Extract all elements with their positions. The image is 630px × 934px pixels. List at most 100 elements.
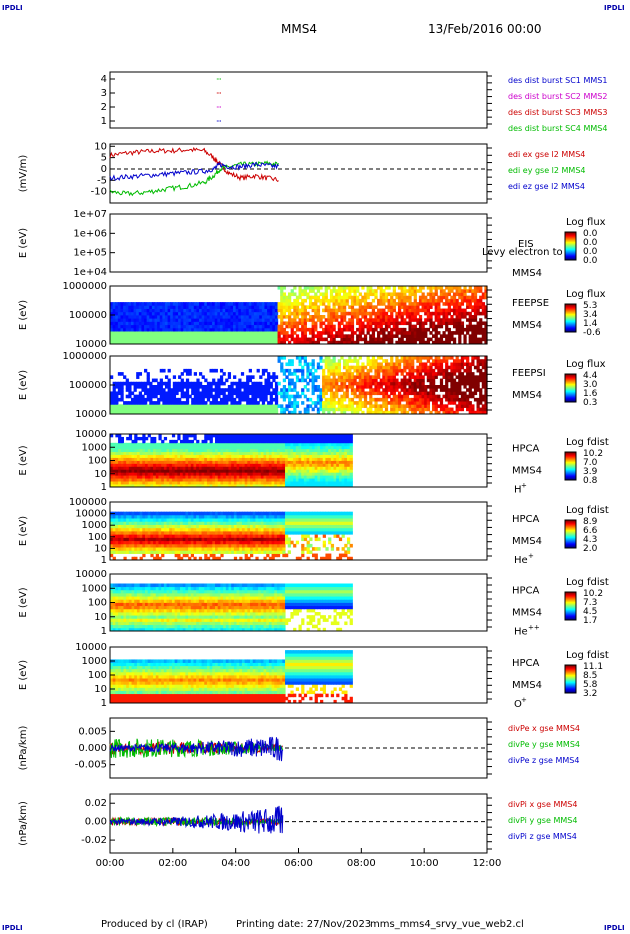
feepsi-cell — [212, 368, 216, 373]
feepse-cell — [191, 308, 195, 313]
hpca_h-cell — [228, 436, 232, 441]
feepsi-cell — [290, 359, 294, 363]
feepse-cell — [201, 337, 205, 342]
feepse-cell — [447, 302, 451, 306]
hpca_h-cell — [206, 457, 211, 461]
feepsi-cell — [345, 388, 349, 392]
feepsi-cell — [379, 410, 383, 415]
feepsi-cell — [230, 388, 234, 392]
feepsi-cell — [466, 401, 470, 405]
hpca_h-cell — [142, 484, 146, 488]
hpca_h-cell — [182, 451, 186, 456]
feepsi-cell — [112, 391, 116, 396]
hpca_h-cell — [263, 454, 267, 458]
feepse-cell — [392, 289, 396, 293]
feepsi-cell — [458, 385, 462, 389]
hpca_h-cell — [161, 457, 165, 461]
hpca_h-cell — [225, 460, 230, 464]
hpca_h-cell — [233, 472, 238, 476]
feepse-cell — [120, 327, 124, 332]
feepse-cell — [246, 331, 250, 335]
feepsi-cell — [167, 385, 171, 389]
feepse-cell — [377, 286, 381, 290]
hpca_h-cell — [241, 436, 246, 441]
feepsi-cell — [476, 368, 480, 373]
feepse-cell — [403, 340, 407, 345]
feepse-cell — [447, 311, 451, 316]
feepse-cell — [248, 331, 252, 335]
feepse-cell — [324, 327, 328, 332]
feepsi-cell — [314, 368, 318, 373]
hpca_h-cell — [174, 457, 178, 461]
feepse-cell — [458, 327, 462, 332]
feepsi-cell — [473, 365, 478, 370]
feepsi-cell — [209, 407, 213, 412]
feepse-cell — [314, 305, 318, 309]
hpca_h-cell — [193, 442, 197, 447]
feepse-cell — [193, 308, 197, 313]
feepse-cell — [468, 315, 472, 319]
hpca_h-cell — [268, 475, 273, 479]
feepsi-cell — [219, 378, 224, 383]
feepse-cell — [136, 318, 140, 322]
hpca_h-cell — [268, 460, 273, 464]
feepsi-cell — [327, 401, 331, 405]
burst-mark — [219, 106, 221, 108]
feepsi-cell — [138, 404, 143, 408]
feepse-cell — [175, 340, 179, 345]
feepsi-colorbar-cell — [565, 382, 576, 384]
hpca_h-cell — [247, 454, 251, 458]
feepse-cell — [400, 334, 404, 338]
feepse-cell — [353, 340, 357, 345]
feepsi-cell — [400, 407, 404, 412]
feepse-cell — [293, 308, 297, 313]
hpca_h-cell — [182, 472, 186, 476]
feepse-cell — [411, 289, 415, 293]
feepse-cell — [413, 298, 417, 303]
feepsi-cell — [206, 385, 211, 389]
feepse-cell — [269, 337, 273, 342]
feepsi-cell — [353, 388, 357, 392]
hpca_h-cell — [161, 478, 165, 482]
feepse-cell — [479, 302, 483, 306]
hpca_h-cell — [274, 436, 278, 441]
feepsi-cell — [363, 372, 368, 376]
feepsi-cell — [340, 388, 344, 392]
feepse-cell — [379, 318, 383, 322]
feepse-cell — [311, 308, 315, 313]
feepse-cell — [272, 315, 276, 319]
feepse-cell — [408, 308, 412, 313]
feepse-cell — [424, 318, 428, 322]
feepse-cell — [209, 308, 213, 313]
feepse-cell — [256, 305, 260, 309]
eis-colorbar-cell — [565, 242, 576, 244]
feepsi-cell — [356, 410, 360, 415]
hpca_h-cell — [196, 448, 200, 453]
feepse-cell — [288, 298, 292, 303]
feepsi-cell — [314, 401, 318, 405]
feepse-cell — [214, 337, 218, 342]
feepsi-cell — [214, 388, 218, 392]
feepse-cell — [390, 292, 394, 297]
feepse-cell — [445, 292, 449, 297]
feepsi-cell — [418, 378, 423, 383]
feepsi-cell — [445, 378, 449, 383]
feepsi-cell — [471, 394, 475, 399]
edi-ytick-label: -5 — [97, 175, 107, 186]
feepse-cell — [468, 327, 472, 332]
feepse-cell — [285, 324, 289, 329]
feepsi-cell — [144, 407, 148, 412]
feepsi-cell — [178, 397, 182, 402]
eis-colorbar-cell — [565, 244, 576, 246]
feepse-cell — [371, 311, 376, 316]
feepse-cell — [316, 289, 321, 293]
feepse-cell — [172, 321, 177, 326]
feepse-cell — [429, 298, 433, 303]
feepse-cell — [212, 311, 216, 316]
feepse-cell — [447, 331, 451, 335]
hpca_h-cell — [188, 451, 192, 456]
feepsi-cell — [324, 385, 328, 389]
feepse-cell — [146, 308, 150, 313]
burst-legend-entry: des dist burst SC2 MMS2 — [508, 92, 607, 101]
